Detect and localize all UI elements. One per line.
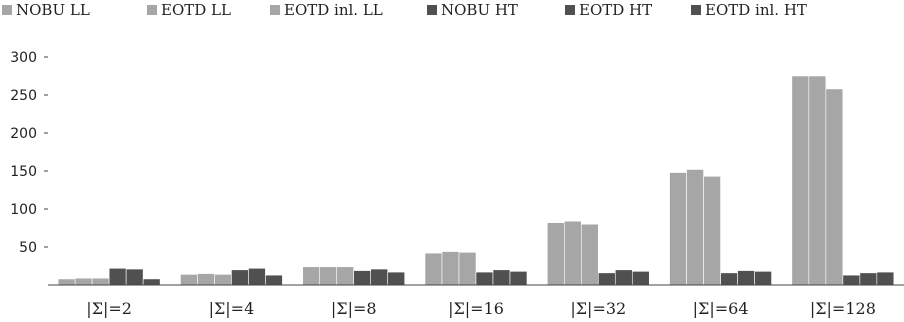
legend-label: EOTD LL: [161, 1, 231, 19]
legend-swatch: [691, 5, 701, 15]
x-tick-label: |Σ|=128: [810, 299, 876, 318]
bar: [876, 271, 895, 286]
legend-label: NOBU LL: [16, 1, 90, 19]
bar: [492, 269, 511, 286]
x-axis: |Σ|=2 |Σ|=4 |Σ|=8 |Σ|=16 |Σ|=32 |Σ|=64 |Σ|=128: [48, 284, 904, 318]
bar: [475, 271, 494, 286]
bar: [214, 274, 232, 286]
bar: [319, 266, 338, 286]
bars: [57, 75, 895, 286]
bar: [125, 268, 144, 286]
y-tick-label: 50: [19, 240, 37, 256]
legend-swatch: [565, 5, 575, 15]
y-tick-label: 200: [10, 126, 37, 142]
legend-swatch: [427, 5, 437, 15]
x-tick-label: |Σ|=16: [448, 299, 504, 318]
bar: [424, 252, 443, 286]
legend-label: EOTD inl. HT: [705, 1, 807, 19]
legend-swatch: [147, 5, 157, 15]
bar: [686, 169, 704, 286]
bar: [197, 273, 215, 286]
x-tick-label: |Σ|=2: [86, 299, 132, 318]
bar: [703, 176, 721, 286]
bar: [57, 278, 76, 286]
bar: [370, 268, 389, 286]
bar: [248, 267, 266, 286]
bar: [631, 271, 650, 286]
bar: [842, 274, 861, 286]
legend-label: EOTD inl. LL: [284, 1, 383, 19]
bar: [614, 269, 633, 286]
bar: [336, 266, 355, 286]
x-tick-label: |Σ|=64: [693, 299, 749, 318]
bar: [754, 271, 772, 286]
bar: [353, 270, 372, 286]
bar: [808, 75, 827, 286]
x-tick-label: |Σ|=8: [331, 299, 377, 318]
y-tick-label: 100: [10, 202, 37, 218]
bar: [231, 269, 249, 286]
y-tick-label: 250: [10, 88, 37, 104]
legend-label: NOBU HT: [441, 1, 518, 19]
bar: [546, 222, 565, 286]
bar: [142, 278, 161, 286]
bar: [791, 75, 810, 286]
bar: [509, 271, 528, 286]
y-axis: 50 100 150 200 250 300: [10, 50, 48, 256]
legend: NOBU LL EOTD LL EOTD inl. LL NOBU HT EOTD HT…: [2, 1, 807, 19]
bar: [669, 172, 687, 286]
bar: [737, 270, 755, 286]
x-tick-label: |Σ|=4: [209, 299, 255, 318]
y-tick-label: 150: [10, 164, 37, 180]
legend-label: EOTD HT: [579, 1, 652, 19]
bar: [302, 266, 321, 286]
bar: [108, 267, 127, 286]
y-tick-label: 300: [10, 50, 37, 66]
bar: [720, 272, 738, 286]
bar: [597, 272, 616, 286]
bar: [458, 252, 477, 286]
bar: [825, 88, 844, 286]
legend-swatch: [270, 5, 280, 15]
bar: [91, 277, 110, 286]
legend-swatch: [2, 5, 12, 15]
bar: [859, 272, 878, 286]
bar: [580, 223, 599, 286]
bar: [180, 274, 198, 286]
bar: [441, 251, 460, 286]
x-tick-label: |Σ|=32: [570, 299, 626, 318]
bar: [74, 277, 93, 286]
bar: [265, 274, 283, 286]
bar: [563, 220, 582, 286]
bar: [387, 271, 406, 286]
